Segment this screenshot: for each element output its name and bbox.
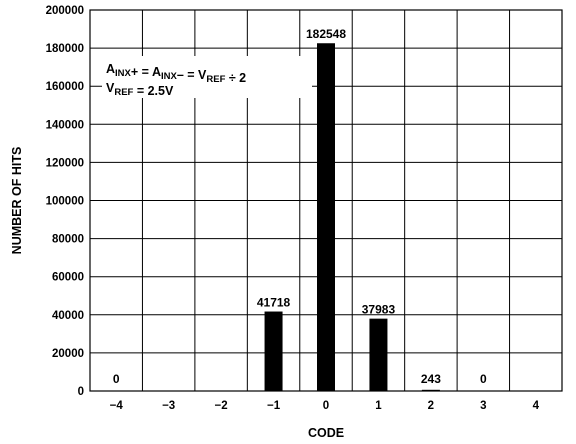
annotation-text: + = A bbox=[131, 65, 161, 79]
y-tick-label: 140000 bbox=[46, 119, 84, 131]
x-tick-label: −2 bbox=[215, 400, 228, 412]
data-label: 0 bbox=[113, 372, 120, 386]
x-tick-label: 4 bbox=[533, 400, 540, 412]
annotation-text: ÷ 2 bbox=[225, 71, 246, 85]
x-tick-label: 3 bbox=[480, 400, 486, 412]
y-tick-label: 60000 bbox=[52, 272, 84, 284]
subscript: INX bbox=[115, 68, 132, 79]
y-tick-label: 100000 bbox=[46, 196, 84, 208]
data-label: 182548 bbox=[306, 27, 346, 41]
bars bbox=[264, 43, 440, 391]
x-tick-label: 2 bbox=[428, 400, 434, 412]
annotation-background bbox=[102, 56, 312, 98]
annotation-text: A bbox=[106, 62, 115, 76]
annotation-line-1: AINX+ = AINX– = VREF ÷ 2 bbox=[106, 62, 246, 85]
x-tick-label: 0 bbox=[323, 400, 329, 412]
y-tick-label: 40000 bbox=[52, 310, 84, 322]
y-tick-labels: 0 20000 40000 60000 80000 100000 120000 140000 1… bbox=[46, 5, 84, 398]
x-tick-label: −1 bbox=[267, 400, 281, 412]
subscript: INX bbox=[161, 71, 178, 82]
x-tick-labels: −4 −3 −2 −1 0 1 2 3 4 bbox=[110, 400, 540, 412]
annotation-line-2: VREF = 2.5V bbox=[106, 81, 174, 98]
annotation-text: – = V bbox=[177, 68, 207, 82]
subscript: REF bbox=[114, 87, 133, 98]
y-tick-label: 0 bbox=[78, 386, 84, 398]
x-tick-label: −4 bbox=[110, 400, 124, 412]
bar bbox=[317, 43, 335, 391]
bar bbox=[264, 311, 283, 391]
annotation-text: = 2.5V bbox=[133, 84, 174, 98]
x-tick-label: −3 bbox=[162, 400, 175, 412]
bar bbox=[369, 318, 388, 391]
data-label: 243 bbox=[421, 372, 441, 386]
x-axis-title: CODE bbox=[308, 426, 344, 440]
y-tick-label: 180000 bbox=[46, 43, 84, 55]
y-tick-label: 160000 bbox=[46, 81, 84, 93]
annotation-text: V bbox=[106, 81, 115, 95]
y-tick-label: 120000 bbox=[46, 157, 84, 169]
data-label: 0 bbox=[480, 372, 487, 386]
y-tick-label: 20000 bbox=[52, 348, 84, 360]
subscript: REF bbox=[206, 74, 225, 85]
x-tick-label: 1 bbox=[375, 400, 382, 412]
y-tick-label: 200000 bbox=[46, 5, 84, 17]
y-tick-label: 80000 bbox=[52, 234, 84, 246]
data-label: 41718 bbox=[257, 296, 291, 310]
data-label: 37983 bbox=[362, 303, 396, 317]
plot-frame bbox=[89, 9, 563, 392]
data-labels: 0 41718 182548 37983 243 0 bbox=[113, 27, 487, 386]
y-axis-title: NUMBER OF HITS bbox=[10, 147, 24, 255]
